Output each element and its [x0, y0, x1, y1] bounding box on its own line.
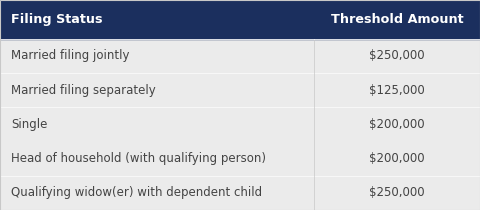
Text: Filing Status: Filing Status: [11, 13, 103, 26]
Bar: [0, 40, 480, 72]
Bar: [0, 0, 480, 39]
Text: $250,000: $250,000: [370, 186, 425, 199]
Bar: [0, 142, 480, 175]
Text: Threshold Amount: Threshold Amount: [331, 13, 464, 26]
Text: $250,000: $250,000: [370, 50, 425, 62]
Text: Married filing jointly: Married filing jointly: [11, 50, 130, 62]
Text: $200,000: $200,000: [370, 152, 425, 165]
Bar: [0, 108, 480, 141]
Text: $125,000: $125,000: [369, 84, 425, 97]
Bar: [0, 74, 480, 106]
Text: Married filing separately: Married filing separately: [11, 84, 156, 97]
Text: $200,000: $200,000: [370, 118, 425, 131]
Text: Single: Single: [11, 118, 48, 131]
Bar: [0, 177, 480, 209]
Text: Head of household (with qualifying person): Head of household (with qualifying perso…: [11, 152, 266, 165]
Text: Qualifying widow(er) with dependent child: Qualifying widow(er) with dependent chil…: [11, 186, 262, 199]
